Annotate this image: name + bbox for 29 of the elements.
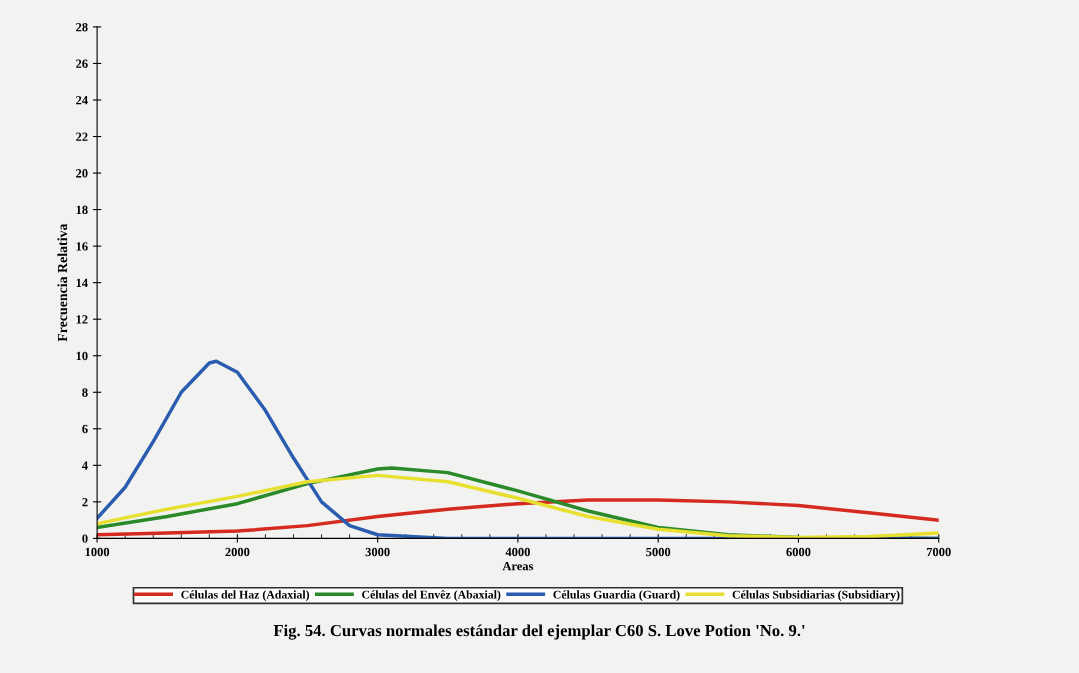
legend-label: Células del Haz (Adaxial) [181, 590, 310, 601]
x-tick-label: 1000 [85, 547, 110, 557]
y-tick-label: 26 [76, 59, 88, 68]
y-tick-label: 24 [76, 96, 88, 105]
x-tick-label: 7000 [926, 547, 951, 557]
y-tick-label: 0 [82, 534, 88, 543]
x-tick-label: 4000 [505, 547, 530, 557]
y-tick-label: 6 [82, 424, 88, 434]
x-tick-label: 2000 [225, 547, 250, 557]
legend-label: Células Guardia (Guard) [553, 590, 680, 601]
y-tick-label: 16 [76, 242, 88, 251]
caption: Fig. 54. Curvas normales estándar del ejemplar C60 S. Love Potion 'No. 9.' [273, 624, 805, 640]
y-tick-label: 8 [82, 388, 88, 397]
y-tick-label: 2 [82, 497, 88, 507]
x-axis-title: Areas [502, 561, 534, 571]
legend-label: Células del Envêz (Abaxial) [362, 590, 501, 601]
y-axis-title: Frecuencia Relativa [57, 223, 68, 342]
y-tick-label: 12 [76, 315, 88, 324]
y-tick-label: 20 [76, 169, 88, 178]
x-tick-label: 5000 [646, 547, 671, 557]
legend-label: Células Subsidiarias (Subsidiary) [732, 590, 900, 602]
y-tick-label: 18 [76, 205, 88, 215]
y-tick-label: 14 [76, 278, 88, 287]
y-tick-label: 10 [76, 351, 88, 361]
y-tick-label: 28 [76, 22, 88, 32]
y-tick-label: 22 [76, 132, 88, 141]
y-tick-label: 4 [82, 461, 88, 470]
x-tick-label: 6000 [786, 547, 811, 557]
x-tick-label: 3000 [365, 547, 390, 557]
